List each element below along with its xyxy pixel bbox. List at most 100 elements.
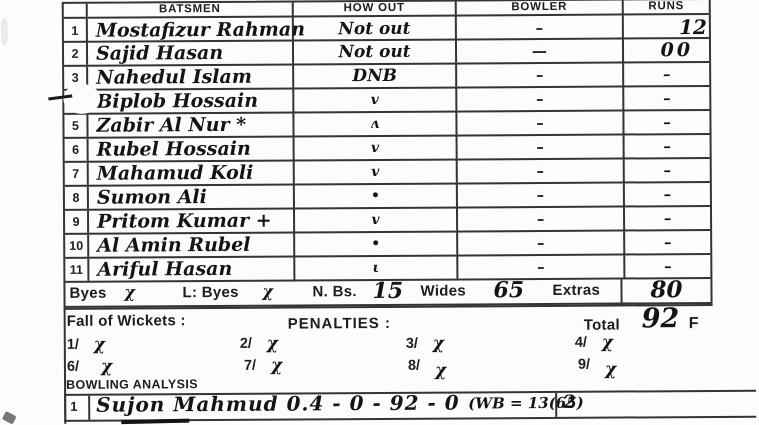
runs-value: –	[664, 257, 672, 276]
bowling-column-divider	[555, 392, 558, 417]
byes-value: χ	[124, 282, 136, 302]
wicket-score-mark: χ	[601, 332, 614, 353]
summary-section: Fall of Wickets : PENALTIES : Total 92 F…	[1, 303, 759, 425]
bowler-value: –	[457, 135, 625, 159]
runs-value: 12	[678, 14, 707, 40]
batting-table: BATSMEN HOW OUT BOWLER RUNS 1 Mostafizur…	[61, 0, 713, 310]
runs-value: –	[663, 209, 672, 228]
fall-of-wicket-item: 4/ χ	[574, 332, 614, 353]
bowler-value: —	[456, 39, 625, 63]
runs-value: –	[663, 185, 672, 204]
batsman-name: Biplob Hossain	[88, 89, 295, 113]
batsman-number: 2	[63, 42, 89, 65]
batsman-number: 9	[64, 210, 90, 233]
extras-box-divider	[620, 279, 623, 303]
bowling-number-divider	[88, 395, 91, 420]
bowler-value: –	[457, 111, 625, 135]
how-out-value: •	[294, 184, 458, 208]
batsman-number: 5	[64, 114, 89, 137]
bowler-value: –	[457, 183, 625, 207]
runs-value: –	[663, 161, 672, 180]
wicket-number-label: 6/	[66, 358, 80, 375]
byes-label: Byes	[69, 284, 107, 302]
batsman-name: Mahamud Koli	[88, 161, 295, 185]
bowler-name-figures: Sujon Mahmud 0.4 - 0 - 92 - 0	[96, 390, 460, 417]
batsman-name: Sumon Ali	[88, 185, 295, 209]
how-out-value: DNB	[294, 64, 458, 88]
how-out-value: Not out	[293, 40, 458, 64]
batsman-number: 8	[64, 186, 89, 209]
batsman-name: Zabir Al Nur *	[88, 113, 295, 137]
batsman-name: Al Amin Rubel	[89, 233, 296, 257]
header-runs: RUNS	[648, 0, 685, 13]
extras-value: 80	[650, 276, 683, 304]
how-out-value: v	[294, 160, 458, 184]
fall-of-wicket-item: 7/ χ	[243, 355, 283, 376]
fall-of-wicket-item: 6/ χ	[66, 356, 113, 377]
runs-value: –	[663, 137, 671, 156]
batsman-number: 7	[64, 162, 89, 185]
batsman-name: Ariful Hasan	[89, 257, 296, 281]
how-out-value: Not out	[293, 16, 457, 42]
wides-label: Wides	[420, 282, 467, 300]
how-out-value: v	[294, 208, 459, 232]
fall-of-wicket-item: 1/ χ	[66, 334, 106, 355]
leg-byes-value: χ	[262, 281, 274, 301]
bowler-value: –	[457, 159, 625, 183]
batsman-name: Rubel Hossain	[88, 137, 295, 161]
next-row-sliver	[121, 418, 190, 425]
wicket-score-mark: χ	[270, 355, 283, 376]
wicket-number-label: 9/	[577, 356, 591, 373]
fall-of-wicket-item: 3/ χ	[405, 333, 445, 354]
bowler-value: –	[457, 63, 625, 87]
fall-of-wicket-item: 8/ χ	[407, 357, 446, 381]
bowling-wickets-value: 2	[563, 391, 576, 413]
wides-value: 65	[493, 277, 525, 304]
how-out-value: ʌ	[294, 112, 458, 136]
bowler-number: 1	[70, 398, 78, 414]
header-bowler: BOWLER	[456, 0, 624, 15]
how-out-value: •	[295, 232, 459, 256]
wicket-number-label: 2/	[239, 335, 252, 352]
batsman-name: Nahedul Islam	[88, 65, 295, 89]
bowling-analysis-table: 1 Sujon Mahmud 0.4 - 0 - 92 - 0 (WB = 13…	[64, 389, 757, 422]
bowler-value: –	[457, 87, 625, 111]
wicket-number-label: 3/	[405, 335, 418, 352]
runs-value: –	[662, 65, 671, 84]
batsman-number: 6	[64, 138, 89, 161]
bowler-value: –	[458, 231, 626, 255]
header-number-col	[63, 3, 88, 17]
runs-value: 00	[660, 39, 694, 62]
bowler-value: –	[457, 207, 626, 231]
how-out-value: ι	[295, 256, 459, 280]
scan-smudge	[0, 18, 8, 46]
fall-of-wicket-item: 9/ χ	[577, 356, 616, 380]
header-how-out: HOW OUT	[293, 1, 457, 16]
extras-label: Extras	[552, 281, 601, 299]
no-balls-label: N. Bs.	[312, 283, 357, 301]
wicket-score-mark: χ	[605, 359, 617, 380]
how-out-value: v	[294, 136, 458, 160]
batsman-name: Sajid Hasan	[87, 41, 295, 65]
runs-value: –	[663, 89, 671, 108]
wicket-score-mark: χ	[432, 333, 445, 354]
batsman-number: 10	[65, 234, 90, 257]
batsman-number: 1	[63, 18, 88, 43]
bowling-analysis-label: BOWLING ANALYSIS	[66, 377, 198, 392]
wicket-number-label: 1/	[66, 336, 79, 353]
bowler-value: –	[458, 255, 626, 279]
scan-blob	[63, 83, 101, 114]
wicket-number-label: 4/	[574, 334, 587, 351]
batsman-number: 11	[65, 258, 90, 281]
how-out-value: v	[294, 88, 458, 112]
header-batsmen: BATSMEN	[87, 2, 294, 17]
wicket-score-mark: χ	[93, 334, 106, 355]
wicket-score-mark: χ	[435, 360, 447, 381]
batsman-name: Pritom Kumar +	[88, 209, 296, 233]
runs-value: –	[663, 233, 672, 252]
batting-rows: 1 Mostafizur Rahman Not out – 12 2 Sajid…	[63, 14, 711, 283]
wicket-number-label: 7/	[243, 357, 257, 374]
wicket-score-mark: χ	[100, 356, 113, 377]
wicket-number-label: 8/	[407, 357, 421, 374]
